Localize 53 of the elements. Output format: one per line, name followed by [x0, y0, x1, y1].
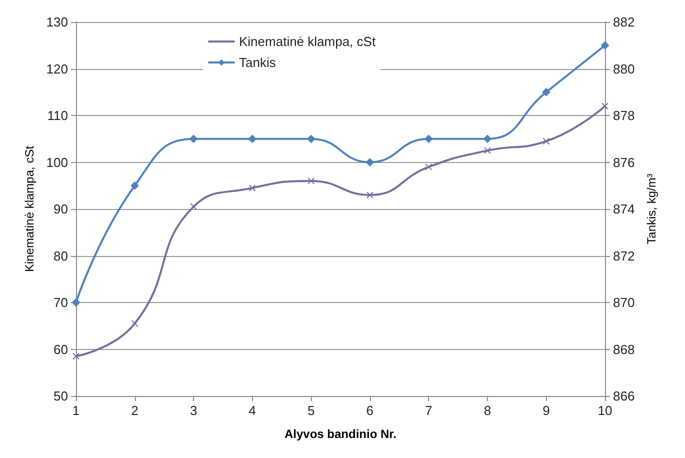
x-tick-label: 6: [366, 403, 374, 418]
point: [248, 184, 256, 192]
legend-label: Tankis: [239, 55, 276, 70]
y-tick-label: 50: [54, 388, 68, 404]
y-tick-label: 60: [54, 342, 68, 357]
y-tick-label: 100: [46, 154, 68, 170]
x-tick-label: 9: [542, 403, 550, 418]
x-tick-label: 10: [598, 403, 612, 418]
y2-tick-label: 878: [613, 108, 635, 123]
x-axis-title: Alyvos bandinio Nr.: [284, 427, 397, 441]
x-tick-label: 1: [72, 403, 80, 418]
point: [366, 158, 374, 166]
y-tick-label: 120: [46, 61, 68, 76]
y2-tick-label: 868: [613, 342, 635, 357]
point: [602, 102, 608, 110]
x-tick-label: 4: [248, 403, 256, 418]
y-tick-label: 80: [54, 248, 68, 264]
y-tick-label: 70: [54, 295, 68, 310]
x-tick-label: 7: [425, 403, 432, 418]
point: [425, 163, 432, 170]
point: [248, 134, 256, 143]
y2-axis-title: Tankis, kg/m³: [644, 174, 659, 244]
point: [190, 203, 198, 210]
y-tick-label: 90: [54, 202, 68, 216]
point: [308, 177, 315, 184]
point: [542, 138, 550, 145]
point: [424, 134, 433, 143]
point: [542, 88, 550, 96]
x-tick-label: 2: [131, 403, 138, 418]
point: [366, 191, 374, 198]
point: [72, 298, 80, 306]
point: [601, 41, 609, 50]
point: [483, 134, 492, 143]
x-tick-label: 3: [190, 403, 198, 418]
y2-tick-label: 870: [613, 295, 635, 310]
x-tick-label: 8: [484, 403, 492, 418]
y2-tick-label: 876: [613, 154, 635, 170]
y2-tick-label: 882: [613, 14, 635, 30]
point: [484, 147, 491, 154]
y-axis-title: Kinematinė klampa, cSt: [22, 145, 36, 272]
y-tick-label: 130: [46, 14, 68, 30]
y-tick-label: 110: [47, 108, 68, 123]
y2-tick-label: 880: [613, 61, 635, 76]
x-tick-label: 5: [307, 403, 315, 418]
point: [131, 320, 138, 328]
y2-tick-label: 874: [613, 202, 635, 216]
y2-tick-label: 872: [613, 248, 635, 264]
point: [307, 134, 316, 143]
point: [72, 352, 80, 360]
y2-tick-label: 866: [613, 388, 635, 404]
point: [130, 182, 139, 190]
point: [190, 134, 198, 143]
legend-label: Kinematinė klampa, cSt: [239, 34, 376, 49]
